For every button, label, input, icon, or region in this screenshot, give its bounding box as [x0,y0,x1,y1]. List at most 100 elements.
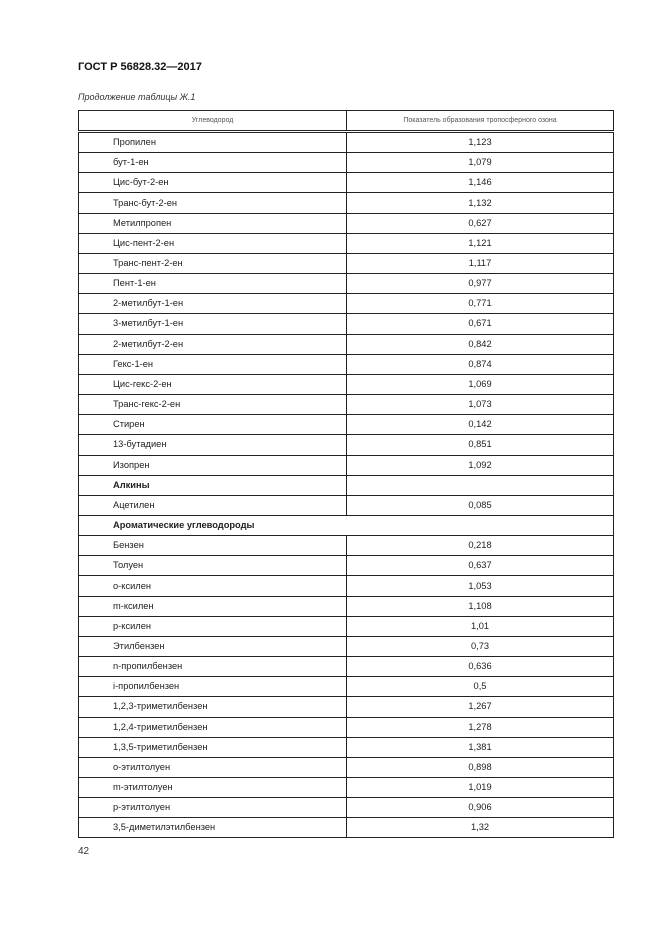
hydrocarbon-name: Стирен [78,414,347,436]
hydrocarbon-name: Цис-бут-2-ен [78,172,347,194]
ozone-index-value: 0,5 [346,676,614,698]
ozone-index-value: 1,01 [346,615,614,637]
table-row: 1,3,5-триметилбензен 1,381 [78,736,614,758]
hydrocarbon-name: Толуен [78,555,347,577]
table-row: Цис-гекс-2-ен 1,069 [78,373,614,396]
hydrocarbon-name: 1,2,4-триметилбензен [78,716,347,738]
table-row: Транс-бут-2-ен 1,132 [78,192,614,214]
hydrocarbon-name: 2-метилбут-2-ен [78,333,347,355]
hydrocarbon-name: 1,3,5-триметилбензен [78,736,347,758]
table-row: 13-бутадиен 0,851 [78,434,614,456]
data-table: Углеводород Показатель образования тропо… [78,110,614,839]
ozone-index-value: 0,085 [346,494,614,516]
hydrocarbon-name: Гекс-1-ен [78,353,347,375]
ozone-index-value: 1,32 [346,817,614,839]
table-row: i-пропилбензен 0,5 [78,676,614,698]
ozone-index-value: 1,381 [346,736,614,758]
table-row: 1,2,3-триметилбензен 1,267 [78,696,614,718]
hydrocarbon-name: Бензен [78,535,347,557]
column-header-ozone-index: Показатель образования тропосферного озо… [346,110,614,133]
table-row: p-ксилен 1,01 [78,615,614,637]
hydrocarbon-name: Ацетилен [78,494,347,516]
table-row: m-ксилен 1,108 [78,595,614,617]
table-row: Пропилен 1,123 [78,130,614,154]
section-label: Ароматические углеводороды [78,514,614,537]
ozone-index-value: 0,771 [346,293,614,315]
hydrocarbon-name: бут-1-ен [78,152,347,174]
table-row: о-ксилен 1,053 [78,575,614,597]
table-row: Транс-гекс-2-ен 1,073 [78,394,614,416]
ozone-index-value: 0,851 [346,434,614,456]
hydrocarbon-name: p-этилтолуен [78,797,347,819]
ozone-index-value: 1,073 [346,394,614,416]
table-row: 2-метилбут-2-ен 0,842 [78,333,614,355]
table-row: m-этилтолуен 1,019 [78,776,614,799]
table-row: n-пропилбензен 0,636 [78,656,614,678]
table-row: Цис-бут-2-ен 1,146 [78,172,614,194]
table-row: Стирен 0,142 [78,414,614,436]
table-row: Пент-1-ен 0,977 [78,273,614,295]
table-row: Толуен 0,637 [78,555,614,577]
hydrocarbon-name: о-этилтолуен [78,756,347,779]
table-row: о-этилтолуен 0,898 [78,756,614,779]
table-row: бут-1-ен 1,079 [78,152,614,174]
ozone-index-value: 1,092 [346,454,614,476]
table-row: 3,5-диметилэтилбензен 1,32 [78,817,614,839]
hydrocarbon-name: Метилпропен [78,212,347,234]
table-caption: Продолжение таблицы Ж.1 [78,92,196,102]
hydrocarbon-name: n-пропилбензен [78,656,347,678]
ozone-index-value: 0,73 [346,635,614,658]
ozone-index-value: 0,636 [346,656,614,678]
table-row: 3-метилбут-1-ен 0,671 [78,313,614,335]
hydrocarbon-name: Транс-бут-2-ен [78,192,347,214]
hydrocarbon-name: p-ксилен [78,615,347,637]
table-row: 2-метилбут-1-ен 0,771 [78,293,614,315]
hydrocarbon-name: Изопрен [78,454,347,476]
ozone-index-value: 0,906 [346,797,614,819]
ozone-index-value: 1,278 [346,716,614,738]
ozone-index-value: 1,117 [346,252,614,275]
hydrocarbon-name: 13-бутадиен [78,434,347,456]
table-row: Гекс-1-ен 0,874 [78,353,614,375]
hydrocarbon-name: Цис-пент-2-ен [78,232,347,254]
table-row: Транс-пент-2-ен 1,117 [78,252,614,275]
hydrocarbon-name: Пент-1-ен [78,273,347,295]
ozone-index-value: 0,637 [346,555,614,577]
table-header-row: Углеводород Показатель образования тропо… [78,110,614,133]
ozone-index-value: 1,132 [346,192,614,214]
hydrocarbon-name: Этилбензен [78,635,347,658]
ozone-index-value: 1,069 [346,373,614,396]
ozone-index-value: 0,898 [346,756,614,779]
ozone-index-value: 1,121 [346,232,614,254]
table-row: Ацетилен 0,085 [78,494,614,516]
hydrocarbon-name: 3-метилбут-1-ен [78,313,347,335]
hydrocarbon-name: Пропилен [78,130,347,154]
table-row: Бензен 0,218 [78,535,614,557]
table-row: p-этилтолуен 0,906 [78,797,614,819]
ozone-index-value: 0,874 [346,353,614,375]
empty-cell [346,474,614,496]
hydrocarbon-name: i-пропилбензен [78,676,347,698]
hydrocarbon-name: 3,5-диметилэтилбензен [78,817,347,839]
section-row: Ароматические углеводороды [78,514,614,537]
table-row: Метилпропен 0,627 [78,212,614,234]
ozone-index-value: 1,146 [346,172,614,194]
section-label: Алкины [78,474,347,496]
hydrocarbon-name: 1,2,3-триметилбензен [78,696,347,718]
hydrocarbon-name: Транс-пент-2-ен [78,252,347,275]
document-code: ГОСТ Р 56828.32—2017 [78,61,202,73]
hydrocarbon-name: m-ксилен [78,595,347,617]
hydrocarbon-name: m-этилтолуен [78,776,347,799]
hydrocarbon-name: Цис-гекс-2-ен [78,373,347,396]
section-row: Алкины [78,474,614,496]
ozone-index-value: 0,977 [346,273,614,295]
table-row: Этилбензен 0,73 [78,635,614,658]
ozone-index-value: 1,053 [346,575,614,597]
ozone-index-value: 0,627 [346,212,614,234]
ozone-index-value: 0,218 [346,535,614,557]
ozone-index-value: 1,108 [346,595,614,617]
hydrocarbon-name: о-ксилен [78,575,347,597]
ozone-index-value: 1,267 [346,696,614,718]
page-number: 42 [78,846,90,857]
hydrocarbon-name: 2-метилбут-1-ен [78,293,347,315]
